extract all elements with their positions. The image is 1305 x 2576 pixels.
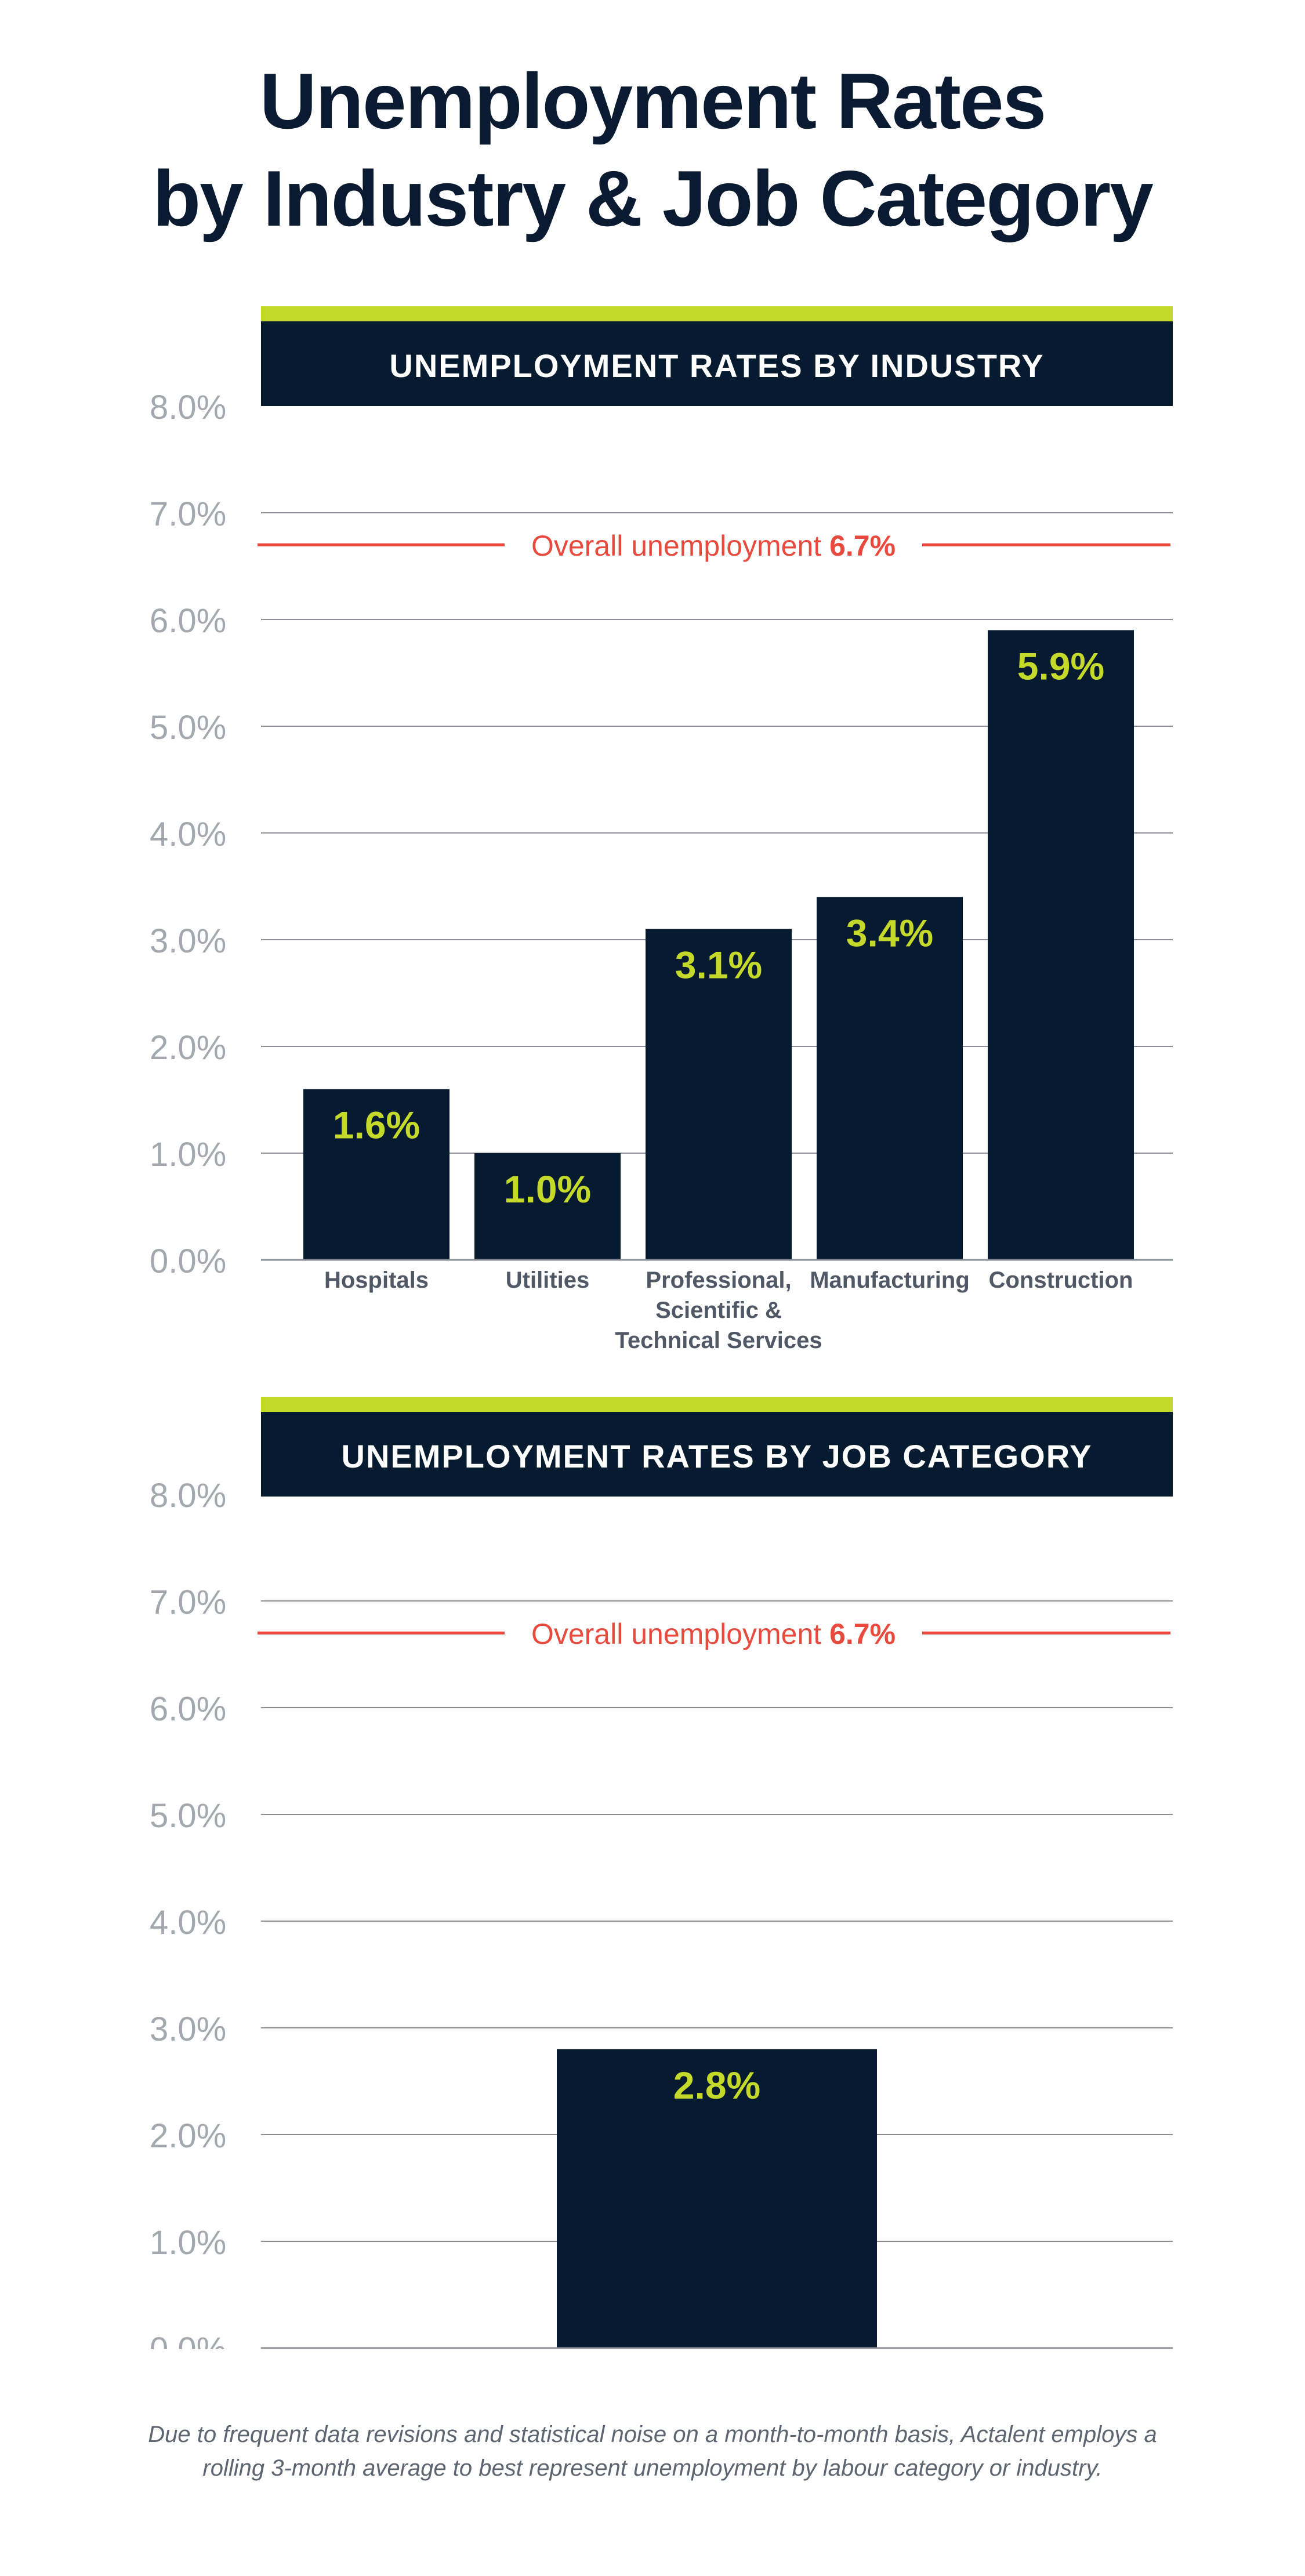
y-tick-label: 8.0% — [150, 1477, 226, 1515]
data-label: 3.1% — [675, 944, 762, 987]
category-label: Utilities — [506, 1267, 589, 1293]
banner-accent-bar — [261, 306, 1173, 321]
category-label: Manufacturing — [810, 1267, 970, 1293]
data-label: 5.9% — [1017, 644, 1104, 687]
page-title-line-2: by Industry & Job Category — [153, 154, 1154, 242]
y-tick-label: 6.0% — [150, 1690, 226, 1728]
y-tick-label: 5.0% — [150, 1797, 226, 1835]
category-label-line: Utilities — [506, 1267, 589, 1293]
y-tick-label: 4.0% — [150, 1904, 226, 1941]
y-tick-label: 6.0% — [150, 602, 226, 640]
category-label: Professional, Scientific & Technical Servi… — [615, 1267, 822, 1353]
y-tick-label: 7.0% — [150, 495, 226, 533]
chart-title: UNEMPLOYMENT RATES BY INDUSTRY — [389, 347, 1044, 384]
bar — [646, 929, 792, 1260]
y-tick-label: 7.0% — [150, 1584, 226, 1621]
page-title: Unemployment Rates by Industry & Job Cat… — [0, 52, 1305, 247]
reference-label-value: 6.7% — [829, 530, 896, 562]
data-label: 1.6% — [333, 1104, 420, 1147]
category-label-line: Professional, — [646, 1267, 791, 1293]
footnote-line-2: rolling 3-month average to best represen… — [202, 2455, 1103, 2481]
y-tick-label: 0.0% — [150, 2331, 226, 2349]
y-tick-label: 0.0% — [150, 1242, 226, 1280]
category-label-line: Hospitals — [324, 1267, 429, 1293]
footnote: Due to frequent data revisions and stati… — [87, 2418, 1218, 2485]
banner-background — [261, 321, 1173, 406]
y-tick-label: 1.0% — [150, 2224, 226, 2262]
category-label: Construction — [989, 1267, 1133, 1293]
category-label-line: Scientific & — [655, 1298, 782, 1323]
y-tick-label: 5.0% — [150, 709, 226, 747]
y-tick-label: 4.0% — [150, 816, 226, 853]
y-tick-label: 2.0% — [150, 2117, 226, 2155]
industry-chart: UNEMPLOYMENT RATES BY INDUSTRY 0.0% 1.0% 2.… — [150, 306, 1173, 1353]
reference-line-label: Overall unemployment 6.7% — [531, 1618, 896, 1650]
data-label: 3.4% — [846, 911, 933, 954]
banner-background — [261, 1412, 1173, 1497]
bar — [817, 897, 963, 1260]
footnote-line-1: Due to frequent data revisions and stati… — [148, 2422, 1157, 2447]
reference-label-prefix: Overall unemployment — [531, 530, 829, 562]
page-title-line-1: Unemployment Rates — [259, 57, 1047, 145]
job-category-chart: UNEMPLOYMENT RATES BY JOB CATEGORY 0.0% 1.… — [150, 1397, 1173, 2349]
reference-line-label: Overall unemployment 6.7% — [531, 530, 896, 562]
category-label-line: Technical Services — [615, 1328, 822, 1353]
bar — [557, 2049, 877, 2348]
bar — [474, 1153, 621, 1260]
reference-label-value: 6.7% — [829, 1618, 896, 1650]
category-label-line: Manufacturing — [810, 1267, 970, 1293]
banner-accent-bar — [261, 1397, 1173, 1412]
category-label: Hospitals — [324, 1267, 429, 1293]
data-label: 1.0% — [504, 1168, 591, 1211]
chart-title: UNEMPLOYMENT RATES BY JOB CATEGORY — [342, 1438, 1093, 1474]
bar — [303, 1089, 449, 1260]
y-tick-label: 1.0% — [150, 1136, 226, 1173]
category-label-line: Construction — [989, 1267, 1133, 1293]
y-tick-label: 2.0% — [150, 1029, 226, 1067]
data-label: 2.8% — [673, 2064, 760, 2107]
y-tick-label: 3.0% — [150, 922, 226, 960]
y-tick-label: 3.0% — [150, 2010, 226, 2048]
y-tick-label: 8.0% — [150, 389, 226, 426]
bar — [988, 630, 1134, 1260]
reference-label-prefix: Overall unemployment — [531, 1618, 829, 1650]
